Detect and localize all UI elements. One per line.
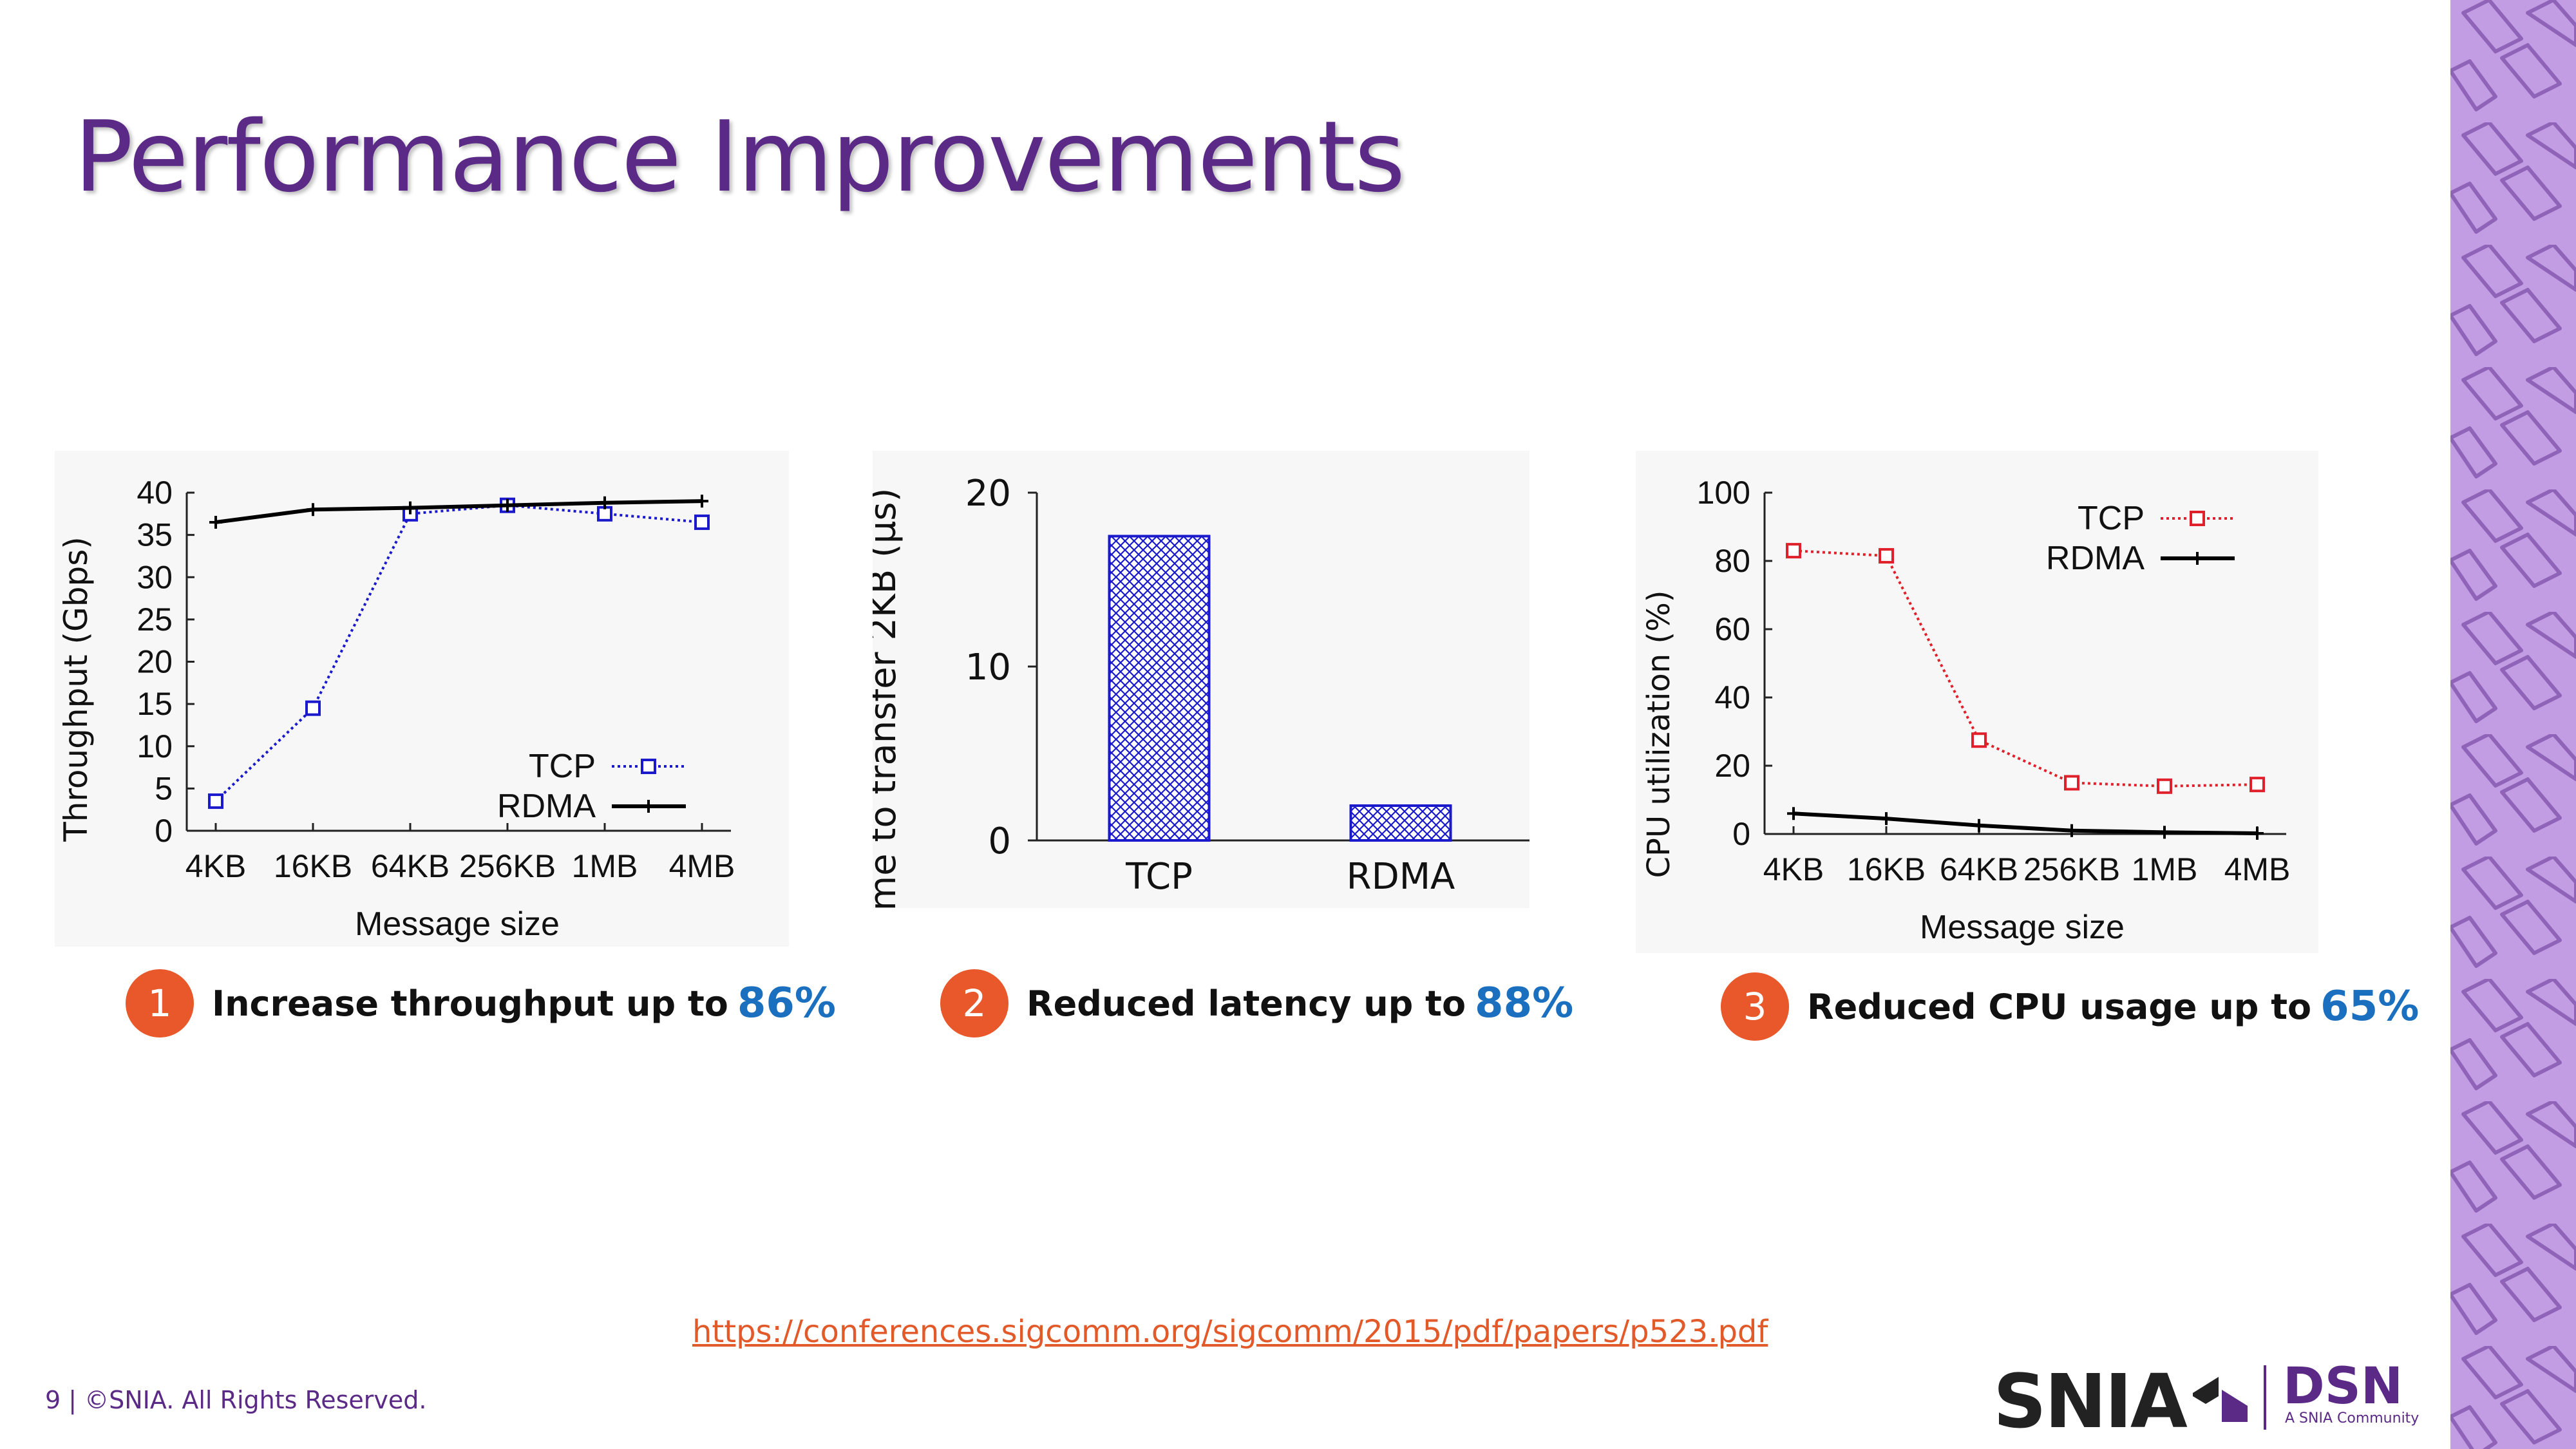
legend-marker <box>2190 511 2205 526</box>
legend-marker <box>641 759 656 774</box>
callout-throughput: 1 Increase throughput up to 86% <box>126 969 836 1037</box>
latency-chart: 0 10 20 TCP RDMA Time to transfer 2KB (µs) <box>873 451 1530 908</box>
y-tick-label: 100 <box>1697 475 1750 511</box>
series-line-tcp <box>1793 549 2258 788</box>
data-point-tcp <box>2157 778 2172 794</box>
dsn-logo: DSN <box>2283 1358 2403 1416</box>
throughput-chart: 0 5 10 15 20 25 30 35 40 4KB 16KB 64KB 256KB 1MB 4MB TC… <box>55 451 789 947</box>
y-tick-label: 80 <box>1714 543 1750 579</box>
callout-percent: 65% <box>2320 983 2420 1030</box>
dsn-tagline: A SNIA Community <box>2285 1410 2420 1426</box>
x-tick-label: 4MB <box>2224 851 2291 887</box>
y-tick-label: 20 <box>965 473 1011 515</box>
bar-rdma <box>1349 804 1452 842</box>
y-tick-label: 10 <box>965 647 1011 688</box>
x-tick-label: 1MB <box>2132 851 2198 887</box>
decorative-sidebar <box>2450 0 2576 1449</box>
data-point-tcp <box>1879 548 1894 564</box>
y-tick-label: 15 <box>137 686 173 722</box>
footer-copyright: 9 | ©SNIA. All Rights Reserved. <box>45 1386 427 1414</box>
y-tick-label: 0 <box>1732 816 1750 852</box>
x-tick-label: RDMA <box>1347 856 1455 898</box>
series-line-rdma <box>215 499 703 524</box>
x-tick-label: 64KB <box>1940 851 2018 887</box>
y-tick-label: 35 <box>137 517 173 553</box>
data-point-tcp <box>1786 543 1801 559</box>
x-tick-label: 256KB <box>459 848 556 884</box>
y-tick-label: 20 <box>137 644 173 680</box>
data-point-tcp <box>597 506 612 522</box>
y-tick-label: 30 <box>137 559 173 595</box>
legend-label: RDMA <box>497 788 596 825</box>
data-point-rdma <box>2065 824 2078 837</box>
data-point-tcp <box>694 514 710 530</box>
y-tick-label: 40 <box>1714 679 1750 715</box>
x-tick-label: TCP <box>1125 856 1193 898</box>
cpu-ylabel: CPU utilization (%) <box>1641 591 1677 878</box>
data-point-tcp <box>305 700 321 716</box>
x-tick-label: 16KB <box>1847 851 1926 887</box>
data-point-rdma <box>209 515 222 529</box>
x-tick-label: 4MB <box>669 848 735 884</box>
data-point-rdma <box>1880 812 1893 826</box>
throughput-xlabel: Message size <box>355 905 560 943</box>
callout-cpu: 3 Reduced CPU usage up to 65% <box>1721 972 2419 1041</box>
logo-divider <box>2264 1365 2266 1430</box>
callout-number: 2 <box>940 969 1009 1037</box>
data-point-tcp <box>1971 732 1987 748</box>
data-point-tcp <box>2064 775 2079 791</box>
cpu-xlabel: Message size <box>1920 909 2125 946</box>
snia-mark-icon <box>2193 1377 2248 1422</box>
y-tick-label: 10 <box>137 728 173 764</box>
data-point-rdma <box>1787 807 1800 820</box>
bar-tcp <box>1108 535 1211 842</box>
callout-latency: 2 Reduced latency up to 88% <box>940 969 1573 1037</box>
y-tick-label: 40 <box>137 475 173 511</box>
cpu-chart: 0 20 40 60 80 100 4KB 16KB 64KB 256KB 1MB 4MB TCPRDM… <box>1636 451 2318 953</box>
legend-label: RDMA <box>2046 540 2145 577</box>
legend-marker <box>642 800 655 813</box>
y-tick-label: 0 <box>155 813 173 849</box>
data-point-rdma <box>1973 819 1985 832</box>
callout-percent: 88% <box>1475 980 1574 1027</box>
data-point-rdma <box>2251 826 2264 840</box>
data-point-rdma <box>307 503 319 516</box>
slide-title: Performance Improvements <box>74 100 1405 214</box>
y-tick-label: 20 <box>1714 748 1750 784</box>
data-point-rdma <box>696 495 708 508</box>
callout-text: Reduced latency up to <box>1027 983 1466 1024</box>
x-tick-label: 16KB <box>274 848 352 884</box>
y-tick-label: 60 <box>1714 611 1750 647</box>
callout-percent: 86% <box>737 980 837 1027</box>
snia-logo: SNIA <box>1993 1359 2188 1445</box>
x-tick-label: 64KB <box>371 848 450 884</box>
callout-text: Reduced CPU usage up to <box>1807 986 2312 1027</box>
callout-number: 3 <box>1721 972 1789 1041</box>
callout-text: Increase throughput up to <box>212 983 728 1024</box>
reference-link[interactable]: https://conferences.sigcomm.org/sigcomm/… <box>692 1314 1768 1350</box>
data-point-tcp <box>208 793 223 810</box>
data-point-tcp <box>2249 777 2265 793</box>
data-point-rdma <box>2158 826 2171 839</box>
y-tick-label: 5 <box>155 770 173 806</box>
latency-ylabel: Time to transfer 2KB (µs) <box>873 488 904 908</box>
legend-marker <box>2191 552 2204 565</box>
chevron-pattern-icon <box>2450 0 2576 1449</box>
data-point-rdma <box>404 501 417 515</box>
legend-label: TCP <box>529 748 596 785</box>
x-tick-label: 4KB <box>1763 851 1824 887</box>
data-point-rdma <box>598 496 611 509</box>
y-tick-label: 25 <box>137 601 173 638</box>
x-tick-label: 1MB <box>572 848 638 884</box>
series-line-tcp <box>214 504 703 802</box>
x-tick-label: 4KB <box>185 848 247 884</box>
legend-label: TCP <box>2078 500 2145 537</box>
data-point-rdma <box>501 498 514 512</box>
callout-number: 1 <box>126 969 194 1037</box>
throughput-ylabel: Throughput (Gbps) <box>57 536 95 842</box>
series-line-rdma <box>1793 811 2258 835</box>
x-tick-label: 256KB <box>2023 851 2120 887</box>
y-tick-label: 0 <box>988 820 1011 862</box>
